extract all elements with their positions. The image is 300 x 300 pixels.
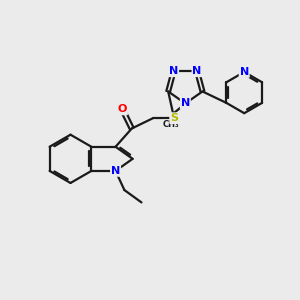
Text: N: N — [240, 67, 249, 77]
Text: N: N — [192, 66, 202, 76]
Text: CH₃: CH₃ — [162, 120, 179, 129]
Text: N: N — [181, 98, 190, 109]
Text: N: N — [169, 66, 178, 76]
Text: O: O — [118, 104, 127, 114]
Text: N: N — [111, 166, 120, 176]
Text: S: S — [170, 113, 178, 123]
